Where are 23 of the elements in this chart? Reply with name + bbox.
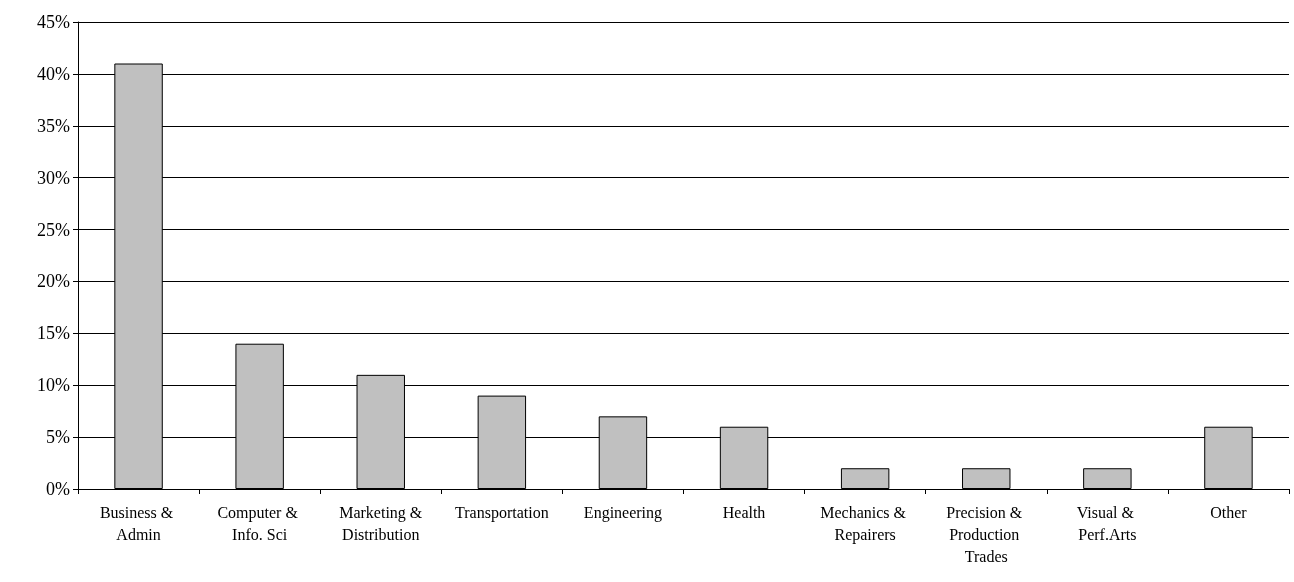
x-tick-label: Computer & Info. Sci <box>217 503 302 543</box>
y-tick-label: 5% <box>46 427 70 448</box>
y-tick-label: 40% <box>37 63 70 84</box>
x-tick-label: Other <box>1210 503 1248 521</box>
y-tick-label: 25% <box>37 219 70 240</box>
x-tick-label: Mechanics & Repairers <box>820 503 911 544</box>
x-tick-label: Health <box>722 503 766 521</box>
x-tick-label: Visual & Perf.Arts <box>1076 503 1138 543</box>
x-tick-label: Business & Admin <box>99 503 178 543</box>
bar <box>840 468 890 489</box>
x-tick-label: Marketing &Distribution <box>339 503 423 543</box>
bar <box>962 468 1011 489</box>
x-tick-label: Engineering <box>583 503 663 522</box>
y-tick-label: 45% <box>37 12 70 32</box>
y-tick-label: 35% <box>37 115 70 136</box>
y-tick-label: 0% <box>46 479 70 499</box>
y-tick-label: 15% <box>37 323 70 344</box>
y-tick-label: 10% <box>37 375 70 396</box>
y-tick-label: 20% <box>37 271 70 292</box>
x-tick-label: Transportation <box>455 503 549 522</box>
bar <box>1083 468 1132 489</box>
y-tick-label: 30% <box>37 167 70 188</box>
x-tick-label: Precision & Production Trades <box>946 503 1027 565</box>
